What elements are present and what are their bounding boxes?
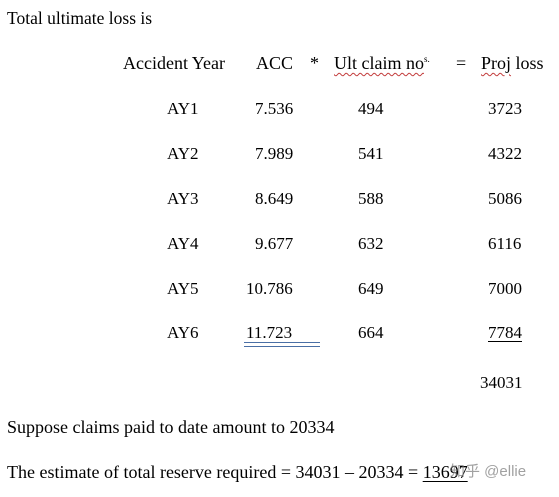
header-proj-loss: Proj loss: [481, 53, 544, 74]
header-loss-label: loss: [515, 53, 544, 73]
header-ult-claim-superscript: s.: [423, 54, 430, 64]
row-2-proj-loss: 4322: [488, 144, 522, 163]
header-times-symbol: *: [310, 53, 319, 73]
row-2-ult-claims: 541: [358, 144, 384, 163]
row-4-accident-year: AY4: [167, 234, 199, 253]
row-1-accident-year: AY1: [167, 99, 199, 118]
row-1-acc: 7.536: [255, 99, 294, 118]
header-ult-claim-number: Ult claim nos.: [334, 53, 430, 74]
row-4-proj-loss: 6116: [488, 234, 522, 253]
row-5-proj-loss: 7000: [488, 279, 522, 298]
row-3-accident-year: AY3: [167, 189, 199, 208]
row-6-acc: 11.723: [246, 323, 292, 343]
row-5-acc: 10.786: [246, 279, 293, 298]
row-6-proj-loss: 7784: [488, 323, 522, 342]
row-1-proj-loss: 3723: [488, 99, 522, 118]
row-5-ult-claims: 649: [358, 279, 384, 298]
row-2-acc: 7.989: [255, 144, 294, 163]
row-4-acc: 9.677: [255, 234, 294, 253]
row-3-acc: 8.649: [255, 189, 294, 208]
header-acc: ACC: [256, 53, 294, 73]
row-4-ult-claims: 632: [358, 234, 384, 253]
header-proj-label: Proj: [481, 53, 512, 73]
reserve-estimate-result: 13697: [422, 462, 468, 482]
header-ult-claim-label: Ult claim no: [334, 53, 424, 73]
row-1-ult-claims: 494: [358, 99, 384, 118]
claims-paid-statement: Suppose claims paid to date amount to 20…: [7, 417, 335, 437]
row-5-accident-year: AY5: [167, 279, 199, 298]
header-equals-symbol: =: [456, 53, 467, 73]
row-3-ult-claims: 588: [358, 189, 384, 208]
intro-text: Total ultimate loss is: [7, 8, 153, 28]
row-6-accident-year: AY6: [167, 323, 199, 342]
total-proj-loss: 34031: [480, 373, 523, 392]
header-accident-year: Accident Year: [123, 53, 225, 73]
row-6-ult-claims: 664: [358, 323, 384, 342]
row-2-accident-year: AY2: [167, 144, 199, 163]
reserve-estimate-text: The estimate of total reserve required =…: [7, 462, 419, 482]
watermark: 知乎 @ellie: [450, 463, 527, 480]
row-3-proj-loss: 5086: [488, 189, 522, 208]
row-6-acc-value: 11.723: [246, 323, 293, 342]
reserve-estimate-statement: The estimate of total reserve required =…: [7, 462, 468, 483]
